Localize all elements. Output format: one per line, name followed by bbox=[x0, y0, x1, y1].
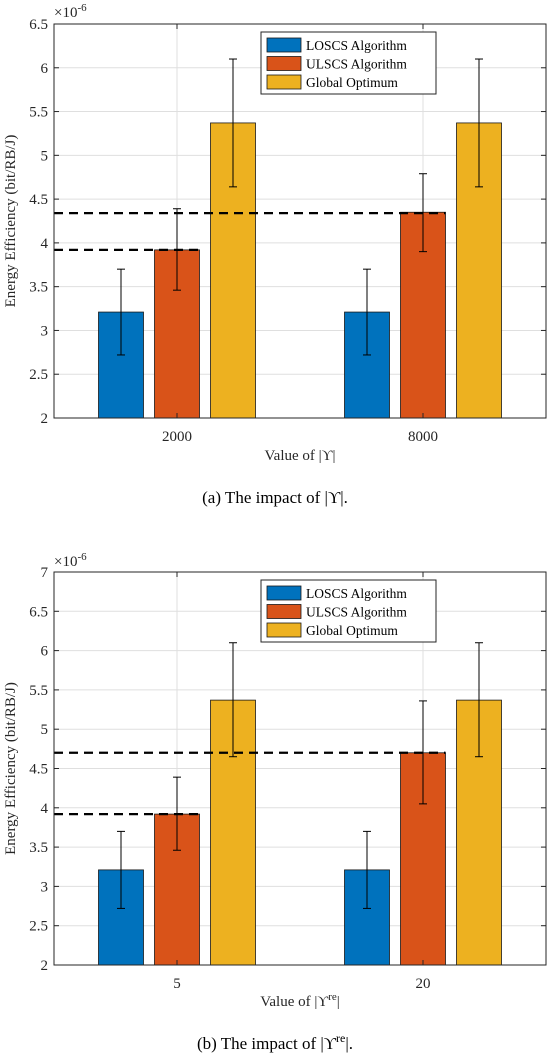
y-tick-label: 5 bbox=[41, 148, 49, 164]
x-axis-label: Value of |ϒ| bbox=[265, 448, 336, 464]
y-tick-label: 3.5 bbox=[29, 840, 48, 856]
x-axis-label: Value of |ϒre| bbox=[260, 991, 340, 1010]
legend-swatch-loscs-algorithm bbox=[266, 585, 302, 601]
y-tick-label: 7 bbox=[41, 565, 49, 581]
y-axis-label: Energy Efficiency (bit/RB/J) bbox=[3, 682, 19, 855]
y-tick-label: 5 bbox=[41, 722, 49, 738]
panel-caption: (a) The impact of |ϒ|. bbox=[202, 488, 348, 507]
legend-label: ULSCS Algorithm bbox=[306, 57, 407, 72]
legend-label: ULSCS Algorithm bbox=[306, 605, 407, 620]
y-tick-label: 6 bbox=[41, 61, 49, 77]
y-tick-label: 6 bbox=[41, 644, 49, 660]
x-tick-label: 8000 bbox=[408, 429, 438, 445]
axis-exponent: ×10-6 bbox=[54, 2, 87, 21]
legend-label: LOSCS Algorithm bbox=[306, 586, 407, 601]
panel-caption: (b) The impact of |ϒre|. bbox=[197, 1031, 353, 1053]
y-tick-label: 4.5 bbox=[29, 192, 48, 208]
y-tick-label: 6.5 bbox=[29, 17, 48, 33]
chart-panel-b: 2 2.5 3 3.5 4 4.5 5 5.5 6 6.5 7 5 20 ×10-6 Energy Effi… bbox=[3, 551, 547, 1053]
legend-label: LOSCS Algorithm bbox=[306, 38, 407, 53]
legend-swatch-ulscs-algorithm bbox=[266, 56, 302, 71]
legend-swatch-loscs-algorithm bbox=[266, 37, 302, 53]
legend-label: Global Optimum bbox=[306, 623, 398, 638]
y-tick-label: 3 bbox=[41, 879, 49, 895]
y-tick-label: 2.5 bbox=[29, 367, 48, 383]
x-tick-label: 20 bbox=[416, 976, 431, 992]
x-tick-label: 5 bbox=[173, 976, 181, 992]
chart-panel-a: 2 2.5 3 3.5 4 4.5 5 5.5 6 6.5 2000 8000 ×10-6 Energy … bbox=[3, 2, 547, 507]
y-tick-label: 2 bbox=[41, 958, 49, 974]
y-tick-label: 5.5 bbox=[29, 683, 48, 699]
legend-swatch-global-optimum bbox=[266, 74, 302, 90]
y-tick-label: 2 bbox=[41, 411, 49, 427]
axes-box bbox=[53, 23, 547, 419]
y-tick-label: 2.5 bbox=[29, 919, 48, 935]
y-tick-label: 5.5 bbox=[29, 105, 48, 121]
legend-label: Global Optimum bbox=[306, 75, 398, 90]
y-tick-label: 3.5 bbox=[29, 280, 48, 296]
legend-swatch-global-optimum bbox=[266, 622, 302, 638]
x-tick-label: 2000 bbox=[162, 429, 192, 445]
y-tick-label: 4 bbox=[41, 236, 49, 252]
axis-exponent: ×10-6 bbox=[54, 551, 87, 570]
y-tick-label: 3 bbox=[41, 323, 49, 339]
y-axis-label: Energy Efficiency (bit/RB/J) bbox=[3, 135, 19, 308]
legend-swatch-ulscs-algorithm bbox=[266, 604, 302, 619]
y-tick-label: 4.5 bbox=[29, 762, 48, 778]
y-tick-label: 4 bbox=[41, 801, 49, 817]
y-tick-label: 6.5 bbox=[29, 604, 48, 620]
